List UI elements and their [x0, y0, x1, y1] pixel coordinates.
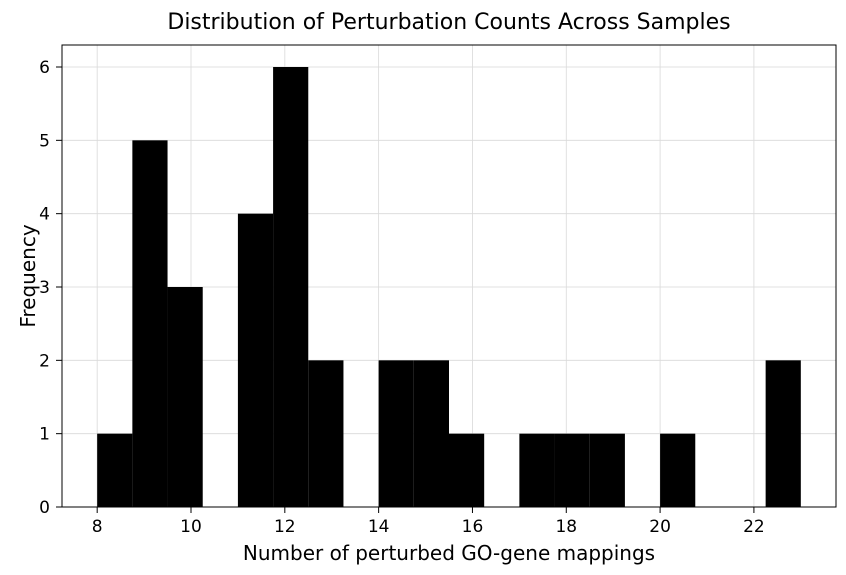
- y-axis-label: Frequency: [16, 224, 40, 327]
- histogram-bar: [660, 433, 696, 507]
- y-tick-label: 2: [39, 351, 50, 371]
- histogram-bar: [167, 287, 203, 507]
- x-tick-label: 8: [92, 517, 103, 537]
- histogram-bar: [449, 433, 485, 507]
- x-axis-ticks: 8 10 12 14 16 18 20 22: [92, 507, 765, 537]
- chart-title: Distribution of Perturbation Counts Acro…: [167, 10, 730, 35]
- histogram-bar: [308, 360, 344, 507]
- histogram-bar: [97, 433, 133, 507]
- histogram-bar: [413, 360, 449, 507]
- x-tick-label: 14: [368, 517, 390, 537]
- histogram-bar: [589, 433, 625, 507]
- y-tick-label: 4: [39, 205, 50, 225]
- x-tick-label: 16: [462, 517, 484, 537]
- y-tick-label: 0: [39, 498, 50, 518]
- histogram-bar: [765, 360, 801, 507]
- histogram-bars: [97, 67, 801, 508]
- histogram-bar: [273, 67, 309, 507]
- plot-frame: [61, 44, 837, 508]
- y-tick-label: 5: [39, 131, 50, 151]
- x-tick-label: 12: [274, 517, 296, 537]
- histogram-bar: [378, 360, 414, 507]
- x-tick-label: 22: [743, 517, 765, 537]
- x-axis-label: Number of perturbed GO-gene mappings: [243, 541, 655, 565]
- x-tick-label: 20: [649, 517, 671, 537]
- x-tick-label: 18: [555, 517, 577, 537]
- histogram-bar: [132, 140, 168, 508]
- histogram-bar: [237, 213, 274, 507]
- histogram-bar: [554, 433, 590, 507]
- y-tick-label: 6: [39, 58, 50, 78]
- y-tick-label: 1: [39, 425, 50, 445]
- y-axis-ticks: 0 1 2 3 4 5 6: [39, 58, 62, 518]
- y-tick-label: 3: [39, 278, 50, 298]
- x-tick-label: 10: [180, 517, 202, 537]
- histogram-bar: [519, 433, 555, 507]
